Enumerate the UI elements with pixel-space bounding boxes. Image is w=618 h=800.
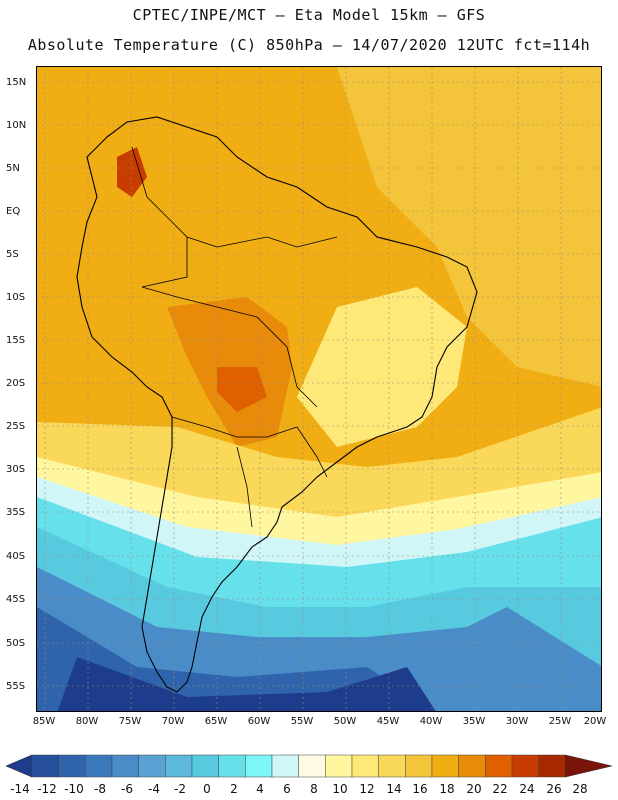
lat-label-30s: 30S bbox=[6, 464, 26, 475]
colorbar-arrow-right bbox=[565, 754, 613, 778]
lat-label-55s: 55S bbox=[6, 681, 26, 692]
lat-label-20s: 20S bbox=[6, 378, 26, 389]
colorbar-swatch bbox=[458, 754, 486, 778]
colorbar-swatch bbox=[111, 754, 139, 778]
colorbar-swatch bbox=[31, 754, 59, 778]
colorbar-label: 24 bbox=[519, 782, 535, 796]
lon-label-80w: 80W bbox=[75, 716, 99, 727]
lon-label-60w: 60W bbox=[247, 716, 271, 727]
colorbar-label: 20 bbox=[466, 782, 482, 796]
colorbar-label: 10 bbox=[332, 782, 348, 796]
lon-label-55w: 55W bbox=[290, 716, 314, 727]
colorbar-label: -2 bbox=[174, 782, 186, 796]
colorbar-label: 28 bbox=[572, 782, 588, 796]
colorbar-label: -4 bbox=[148, 782, 160, 796]
transition-band-cold bbox=[37, 477, 601, 572]
colorbar-label: -12 bbox=[37, 782, 57, 796]
colorbar-label: 4 bbox=[256, 782, 264, 796]
colorbar-label: 8 bbox=[310, 782, 318, 796]
colorbar-swatch bbox=[138, 754, 166, 778]
colorbar-label: -6 bbox=[121, 782, 133, 796]
lon-label-35w: 35W bbox=[462, 716, 486, 727]
colorbar-swatch bbox=[485, 754, 513, 778]
colorbar-swatch bbox=[191, 754, 219, 778]
colorbar-swatch bbox=[511, 754, 539, 778]
eastern-brazil-zone bbox=[297, 287, 467, 447]
lon-label-50w: 50W bbox=[333, 716, 357, 727]
graticule bbox=[37, 67, 601, 711]
lat-label-5s: 5S bbox=[6, 249, 19, 260]
colorbar-label: -10 bbox=[64, 782, 84, 796]
colorbar-swatch bbox=[245, 754, 273, 778]
colorbar-label: 18 bbox=[439, 782, 455, 796]
south-america-coastline bbox=[76, 116, 478, 693]
lat-label-10s: 10S bbox=[6, 292, 26, 303]
atlantic-warm-zone bbox=[337, 67, 601, 387]
lon-label-25w: 25W bbox=[548, 716, 572, 727]
map-title-line2: Absolute Temperature (C) 850hPa – 14/07/… bbox=[27, 36, 591, 54]
lat-label-35s: 35S bbox=[6, 507, 26, 518]
colorbar-label: 26 bbox=[546, 782, 562, 796]
colorbar-swatch bbox=[218, 754, 246, 778]
colorbar-label: 16 bbox=[412, 782, 428, 796]
lon-label-20w: 20W bbox=[583, 716, 607, 727]
lon-label-45w: 45W bbox=[376, 716, 400, 727]
colorbar-label: 12 bbox=[359, 782, 375, 796]
colorbar-swatch bbox=[351, 754, 379, 778]
colorbar-swatch bbox=[58, 754, 86, 778]
colorbar-label: 2 bbox=[230, 782, 238, 796]
colorbar-label: 0 bbox=[203, 782, 211, 796]
lat-label-50s: 50S bbox=[6, 638, 26, 649]
andes-north-hotspot bbox=[117, 147, 147, 197]
colorbar-label: 22 bbox=[492, 782, 508, 796]
colorbar-label: 6 bbox=[283, 782, 291, 796]
colorbar bbox=[5, 754, 613, 778]
colorbar-swatch bbox=[298, 754, 326, 778]
colorbar-arrow-left bbox=[5, 754, 33, 778]
lat-label-15n: 15N bbox=[6, 77, 27, 88]
colorbar-swatch bbox=[405, 754, 433, 778]
map-title-line1: CPTEC/INPE/MCT – Eta Model 15km – GFS bbox=[132, 6, 486, 24]
lat-label-10n: 10N bbox=[6, 120, 27, 131]
coldest-core bbox=[57, 657, 436, 711]
colorbar-swatch bbox=[165, 754, 193, 778]
lon-label-75w: 75W bbox=[118, 716, 142, 727]
lon-label-85w: 85W bbox=[32, 716, 56, 727]
colorbar-label: 14 bbox=[386, 782, 402, 796]
colorbar-swatch bbox=[538, 754, 566, 778]
lon-label-65w: 65W bbox=[204, 716, 228, 727]
colorbar-swatch bbox=[431, 754, 459, 778]
colorbar-label: -8 bbox=[94, 782, 106, 796]
lat-label-45s: 45S bbox=[6, 594, 26, 605]
temperature-map bbox=[36, 66, 602, 712]
lat-label-25s: 25S bbox=[6, 421, 26, 432]
colorbar-swatch bbox=[378, 754, 406, 778]
lat-label-40s: 40S bbox=[6, 551, 26, 562]
colorbar-swatch bbox=[85, 754, 113, 778]
lon-label-30w: 30W bbox=[505, 716, 529, 727]
chaco-hotspot bbox=[217, 367, 267, 412]
temperature-map-svg bbox=[37, 67, 601, 711]
colorbar-swatch bbox=[325, 754, 353, 778]
lon-label-40w: 40W bbox=[419, 716, 443, 727]
lat-label-eq: EQ bbox=[6, 206, 21, 217]
colorbar-label: -14 bbox=[10, 782, 30, 796]
lat-label-5n: 5N bbox=[6, 163, 20, 174]
lon-label-70w: 70W bbox=[161, 716, 185, 727]
lat-label-15s: 15S bbox=[6, 335, 26, 346]
country-borders bbox=[131, 146, 338, 528]
colorbar-swatch bbox=[271, 754, 299, 778]
